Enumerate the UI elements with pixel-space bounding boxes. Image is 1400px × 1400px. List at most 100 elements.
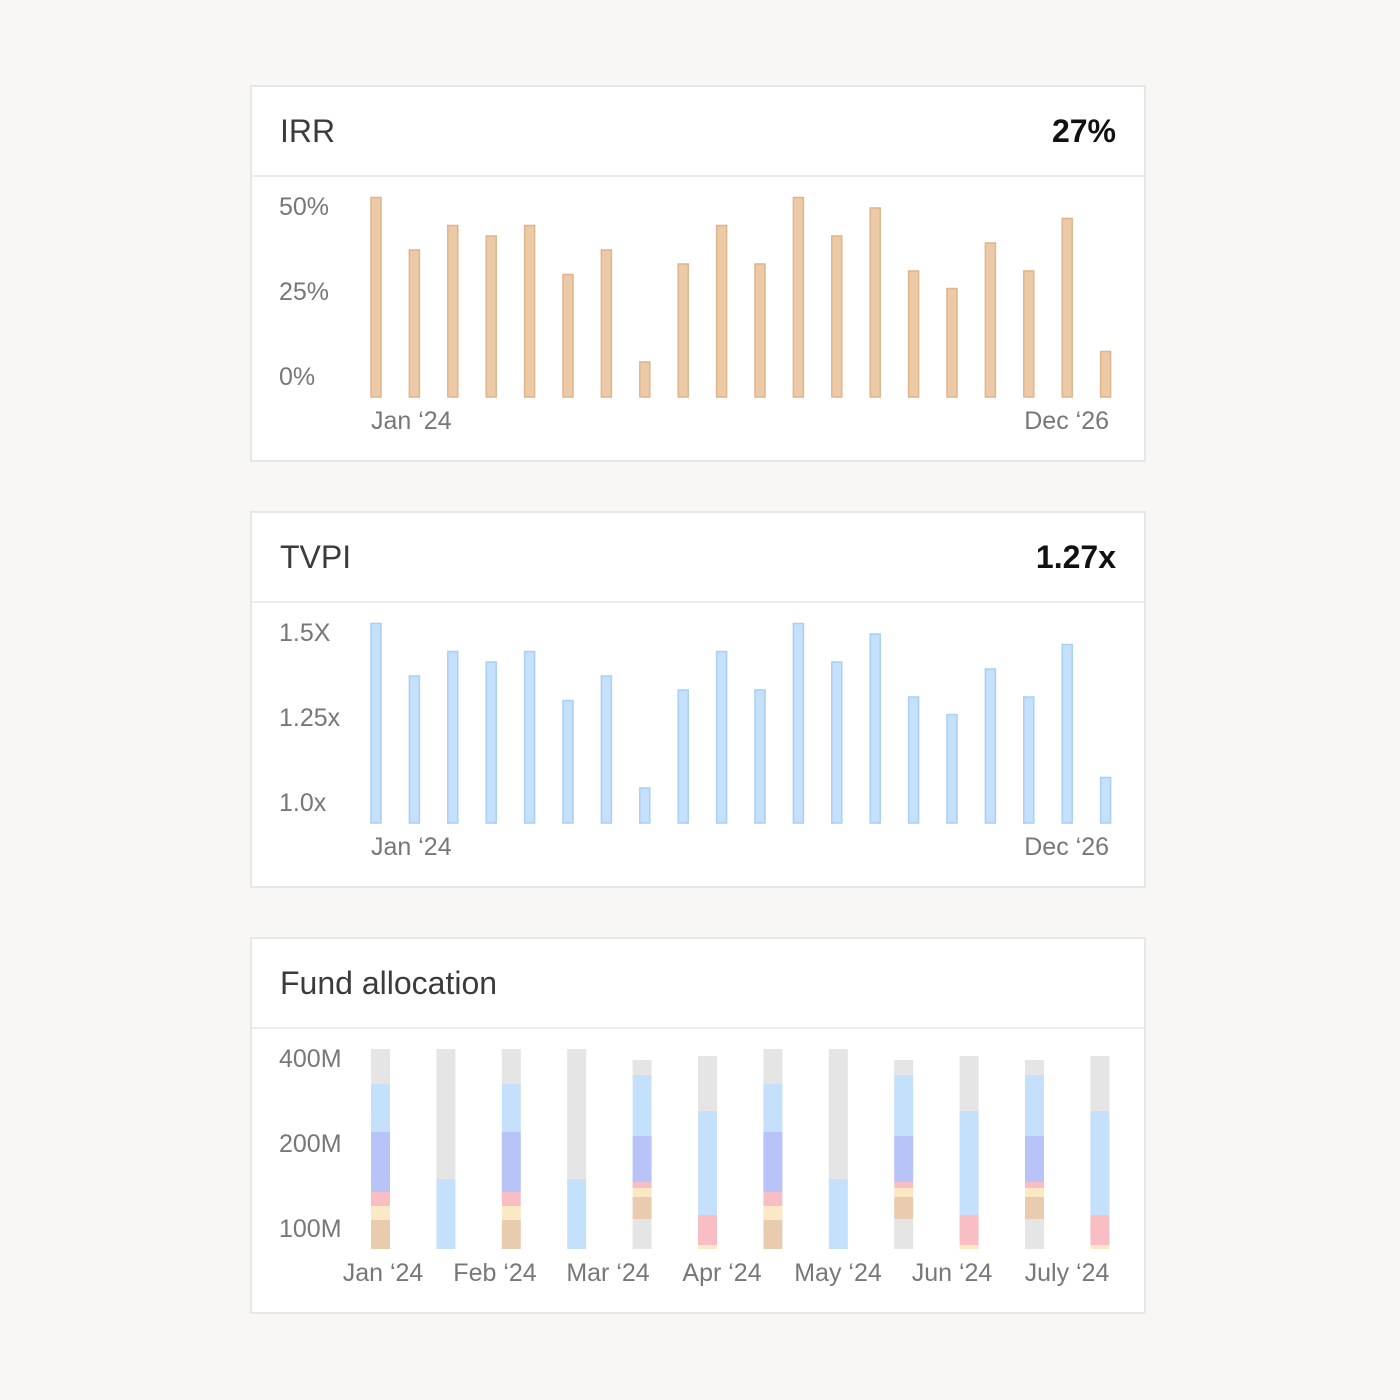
fund-bar-segment <box>894 1060 914 1075</box>
irr-chart: 50% 25% 0% Jan ‘24 Dec ‘26 <box>279 193 1112 435</box>
fund-bar-segment <box>501 1192 521 1206</box>
fund-bar-segment <box>698 1245 717 1249</box>
irr-bar <box>1061 217 1073 398</box>
tvpi-bar <box>677 689 689 824</box>
fund-bar-segment <box>828 1179 848 1249</box>
fund-bar-segment <box>632 1075 652 1136</box>
fund-bar-segment <box>763 1132 783 1192</box>
tvpi-bar <box>1061 643 1073 824</box>
irr-bar <box>831 235 843 398</box>
tvpi-bar <box>485 661 497 824</box>
irr-bar <box>792 196 805 398</box>
irr-y-tick-label: 0% <box>279 363 315 391</box>
irr-bar <box>447 224 459 398</box>
irr-bar <box>1099 350 1112 398</box>
fund-bar-segment <box>894 1136 914 1182</box>
fund-bar-segment <box>436 1179 456 1249</box>
fund-bar-segment <box>371 1049 390 1084</box>
irr-bar <box>485 235 497 398</box>
irr-bar <box>715 224 728 398</box>
fund-x-tick-label: Jan ‘24 <box>343 1259 424 1287</box>
tvpi-bar <box>869 633 881 824</box>
irr-card: IRR 27% 50% 25% 0% Jan ‘24 Dec ‘26 <box>250 85 1146 462</box>
irr-bar <box>907 270 920 398</box>
tvpi-bar <box>447 650 459 824</box>
tvpi-bar <box>792 622 805 824</box>
fund-x-tick-label: Jun ‘24 <box>912 1259 993 1287</box>
irr-header: IRR 27% <box>252 87 1144 177</box>
fund-bar-segment <box>501 1220 521 1249</box>
fund-bar-segment <box>1025 1136 1044 1182</box>
tvpi-bar <box>1099 776 1112 824</box>
fund-bar-segment <box>894 1182 914 1188</box>
fund-bar-segment <box>894 1188 914 1197</box>
tvpi-header: TVPI 1.27x <box>252 513 1144 603</box>
fund-bar-segment <box>763 1049 783 1084</box>
fund-y-tick-label: 100M <box>279 1215 342 1243</box>
fund-x-tick-label: May ‘24 <box>794 1259 882 1287</box>
fund-x-tick-label: July ‘24 <box>1025 1259 1110 1287</box>
fund-bar-segment <box>1025 1075 1044 1136</box>
fund-bar-segment <box>894 1075 914 1136</box>
fund-bar-segment <box>567 1049 587 1179</box>
tvpi-bar <box>946 713 958 824</box>
irr-bar <box>523 224 536 398</box>
irr-title: IRR <box>280 112 336 149</box>
fund-bar-segment <box>632 1219 652 1249</box>
fund-bar-segment <box>1025 1182 1044 1188</box>
fund-bar-segment <box>828 1049 848 1179</box>
tvpi-bar <box>408 675 421 824</box>
fund-bar-segment <box>959 1215 979 1245</box>
tvpi-bar <box>984 668 997 824</box>
tvpi-x-tick-label: Jan ‘24 <box>371 833 452 861</box>
irr-x-tick-label: Jan ‘24 <box>371 407 452 435</box>
tvpi-bar <box>715 650 728 824</box>
fund-allocation-title: Fund allocation <box>280 964 498 1001</box>
fund-bar-segment <box>959 1111 979 1215</box>
tvpi-y-tick-label: 1.5X <box>279 619 331 647</box>
fund-allocation-header: Fund allocation <box>252 939 1144 1029</box>
fund-bar-segment <box>1025 1197 1044 1219</box>
fund-bar-segment <box>501 1084 521 1132</box>
irr-bar <box>754 263 766 398</box>
irr-bar <box>370 196 382 398</box>
fund-bar-segment <box>894 1219 914 1249</box>
tvpi-bar <box>754 689 766 824</box>
fund-bar-segment <box>698 1215 717 1245</box>
fund-allocation-card: Fund allocation 400M 200M 100M Jan ‘24 Feb ‘… <box>250 937 1146 1314</box>
fund-allocation-chart-area: 400M 200M 100M Jan ‘24 Feb ‘24 Mar ‘24 Apr ‘24… <box>252 1029 1144 1313</box>
tvpi-chart: 1.5X 1.25x 1.0x Jan ‘24 Dec ‘26 <box>279 619 1112 861</box>
irr-y-tick-label: 50% <box>279 193 329 221</box>
fund-bar-segment <box>632 1060 652 1075</box>
fund-bar-segment <box>371 1206 390 1220</box>
tvpi-y-tick-label: 1.0x <box>279 789 327 817</box>
tvpi-bar <box>831 661 843 824</box>
fund-bar-segment <box>436 1049 456 1179</box>
tvpi-card: TVPI 1.27x 1.5X 1.25x 1.0x Jan ‘24 Dec ‘26 <box>250 511 1146 888</box>
irr-bar <box>677 263 689 398</box>
tvpi-y-tick-label: 1.25x <box>279 704 341 732</box>
fund-x-tick-label: Feb ‘24 <box>453 1259 536 1287</box>
irr-bar <box>984 242 997 398</box>
irr-y-tick-label: 25% <box>279 278 329 306</box>
irr-bar <box>562 273 574 398</box>
fund-bar-segment <box>371 1084 390 1132</box>
tvpi-bar <box>523 650 536 824</box>
tvpi-bar <box>907 696 920 824</box>
tvpi-bar <box>562 699 574 824</box>
fund-bar-segment <box>632 1188 652 1197</box>
fund-bar-segment <box>501 1206 521 1220</box>
irr-value: 27% <box>1051 112 1116 149</box>
fund-bar-segment <box>763 1220 783 1249</box>
irr-bar <box>946 287 958 398</box>
irr-bar <box>408 249 421 398</box>
fund-y-tick-label: 200M <box>279 1130 342 1158</box>
irr-bar <box>869 207 881 398</box>
fund-bar-segment <box>1090 1056 1110 1111</box>
irr-x-tick-label: Dec ‘26 <box>1024 407 1109 435</box>
tvpi-value: 1.27x <box>1035 538 1116 575</box>
fund-bar-segment <box>959 1245 979 1249</box>
fund-bar-segment <box>1025 1060 1044 1075</box>
tvpi-bar <box>639 787 651 824</box>
